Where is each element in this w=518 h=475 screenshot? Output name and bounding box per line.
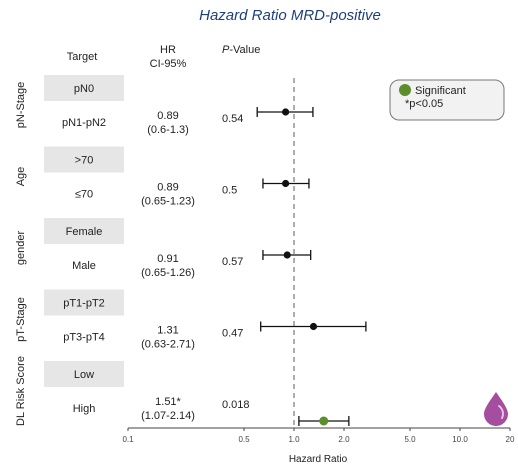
ci-value: (0.6-1.3) (147, 124, 189, 136)
x-tick-label: 0.5 (238, 435, 250, 444)
x-tick-label: 0.1 (122, 435, 134, 444)
ci-value: (0.65-1.23) (141, 196, 195, 208)
reference-cell-bg (44, 146, 124, 173)
plot-rows: pN-Stage pN0 pN1-pN2 0.89 (0.6-1.3) 0.54 Age >7… (15, 75, 250, 426)
p-value-header-italic: P (222, 44, 230, 56)
legend-note: *p<0.05 (405, 98, 443, 110)
p-value: 0.018 (222, 399, 250, 411)
drop-icon (484, 392, 508, 426)
p-value: 0.57 (222, 256, 243, 268)
reference-cell-bg (44, 361, 124, 387)
reference-cell-bg (44, 218, 124, 244)
x-tick-label: 5.0 (404, 435, 416, 444)
ci-header: CI-95% (150, 58, 187, 70)
legend: Significant *p<0.05 (389, 79, 505, 121)
reference-cell-bg (44, 289, 124, 316)
chart-title: Hazard Ratio MRD-positive (199, 7, 381, 24)
p-value: 0.5 (222, 185, 237, 197)
group-label-pt-stage: pT-Stage (15, 297, 27, 342)
hr-point (309, 322, 318, 331)
p-value: 0.47 (222, 328, 243, 340)
reference-category-label: >70 (75, 155, 94, 167)
hr-value: 0.89 (157, 182, 178, 194)
p-value-header: P-Value (222, 44, 260, 56)
hr-value: 0.89 (157, 110, 178, 122)
x-axis: 0.1 0.5 1.0 2.0 5.0 10.0 20 (122, 427, 515, 444)
hr-header: HR (160, 44, 176, 56)
comparison-category-label: High (73, 403, 96, 415)
group-label-gender: gender (15, 231, 27, 266)
x-axis-title: Hazard Ratio (289, 454, 348, 465)
drop-highlight (498, 405, 504, 419)
p-value-header-suffix: -Value (229, 44, 260, 56)
hr-point (283, 251, 291, 259)
hr-point (282, 108, 290, 116)
p-value: 0.54 (222, 113, 243, 125)
hr-value: 1.31 (157, 325, 178, 337)
group-label-pn-stage: pN-Stage (15, 82, 27, 128)
ci-value: (0.65-1.26) (141, 267, 195, 279)
reference-category-label: pN0 (74, 83, 94, 95)
x-tick-label: 10.0 (452, 435, 468, 444)
comparison-category-label: Male (72, 260, 96, 272)
ci-value: (1.07-2.14) (141, 410, 195, 422)
plot-marks (256, 78, 367, 428)
target-header: Target (67, 51, 98, 63)
reference-category-label: Low (74, 369, 94, 381)
legend-significant-label: Significant (415, 85, 466, 97)
ci-value: (0.63-2.71) (141, 339, 195, 351)
legend-significant-marker (399, 84, 411, 96)
hr-point (319, 416, 329, 426)
group-label-age: Age (15, 167, 27, 187)
comparison-category-label: pN1-pN2 (62, 117, 106, 129)
reference-category-label: pT1-pT2 (63, 298, 105, 310)
hr-value: 1.51* (155, 396, 181, 408)
reference-category-label: Female (66, 226, 103, 238)
reference-cell-bg (44, 75, 124, 101)
x-tick-label: 20 (506, 435, 515, 444)
comparison-category-label: pT3-pT4 (63, 332, 105, 344)
x-tick-label: 2.0 (338, 435, 350, 444)
hr-value: 0.91 (157, 253, 178, 265)
group-label-dl-risk-score: DL Risk Score (15, 356, 27, 426)
comparison-category-label: ≤70 (75, 189, 93, 201)
legend-box (389, 79, 505, 121)
x-tick-label: 1.0 (288, 435, 300, 444)
hr-point (282, 179, 290, 188)
